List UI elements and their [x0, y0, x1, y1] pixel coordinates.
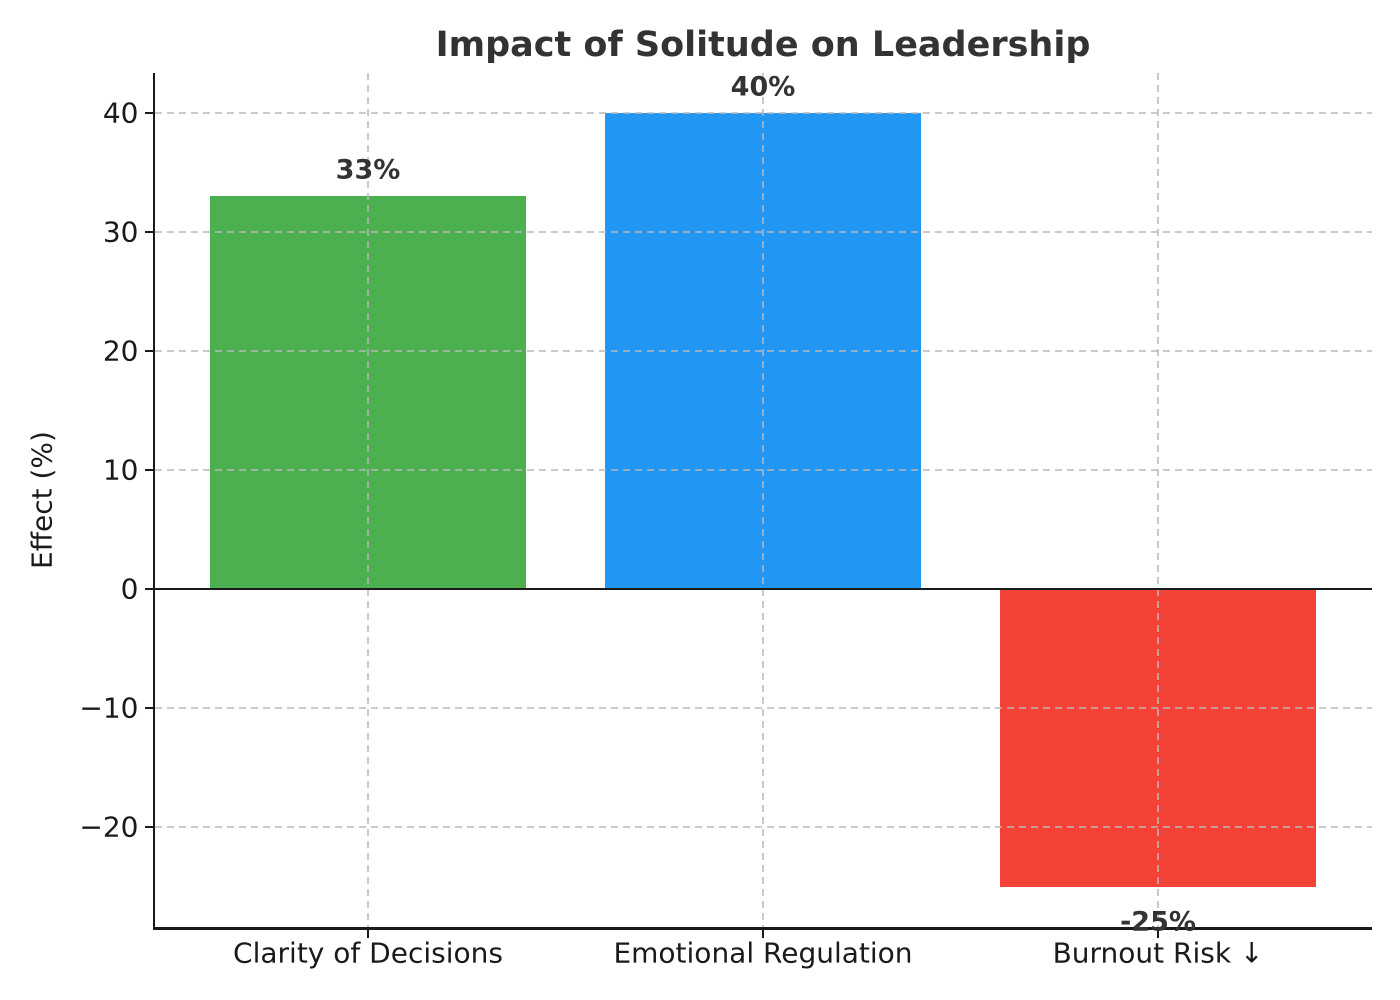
- y-axis-label: Effect (%): [25, 431, 59, 569]
- y-tick-mark: [144, 112, 153, 114]
- chart-title: Impact of Solitude on Leadership: [435, 25, 1091, 65]
- gridline-vertical: [1157, 73, 1159, 927]
- y-tick-mark: [144, 350, 153, 352]
- zero-line: [155, 587, 1372, 591]
- gridline-vertical: [367, 73, 369, 927]
- gridline-vertical: [762, 73, 764, 927]
- y-tick-label: −10: [79, 691, 139, 725]
- x-tick-label: Burnout Risk ↓: [1052, 936, 1264, 970]
- x-tick-mark: [1157, 929, 1159, 938]
- y-tick-mark: [144, 826, 153, 828]
- y-axis-spine: [152, 73, 155, 930]
- y-tick-mark: [144, 588, 153, 590]
- bar-value-label: 33%: [335, 154, 401, 186]
- y-tick-label: 30: [102, 215, 139, 249]
- x-tick-label: Clarity of Decisions: [233, 936, 503, 970]
- x-tick-mark: [367, 929, 369, 938]
- y-tick-label: −20: [79, 810, 139, 844]
- y-tick-mark: [144, 231, 153, 233]
- x-tick-label: Emotional Regulation: [613, 936, 913, 970]
- x-axis-spine: [152, 927, 1372, 930]
- y-tick-label: 40: [102, 96, 139, 130]
- y-tick-mark: [144, 707, 153, 709]
- y-tick-label: 0: [120, 572, 139, 606]
- y-tick-label: 20: [102, 334, 139, 368]
- x-tick-mark: [762, 929, 764, 938]
- y-tick-mark: [144, 469, 153, 471]
- bar-value-label: -25%: [1120, 906, 1196, 937]
- bar-value-label: 40%: [730, 71, 796, 103]
- y-tick-label: 10: [102, 453, 139, 487]
